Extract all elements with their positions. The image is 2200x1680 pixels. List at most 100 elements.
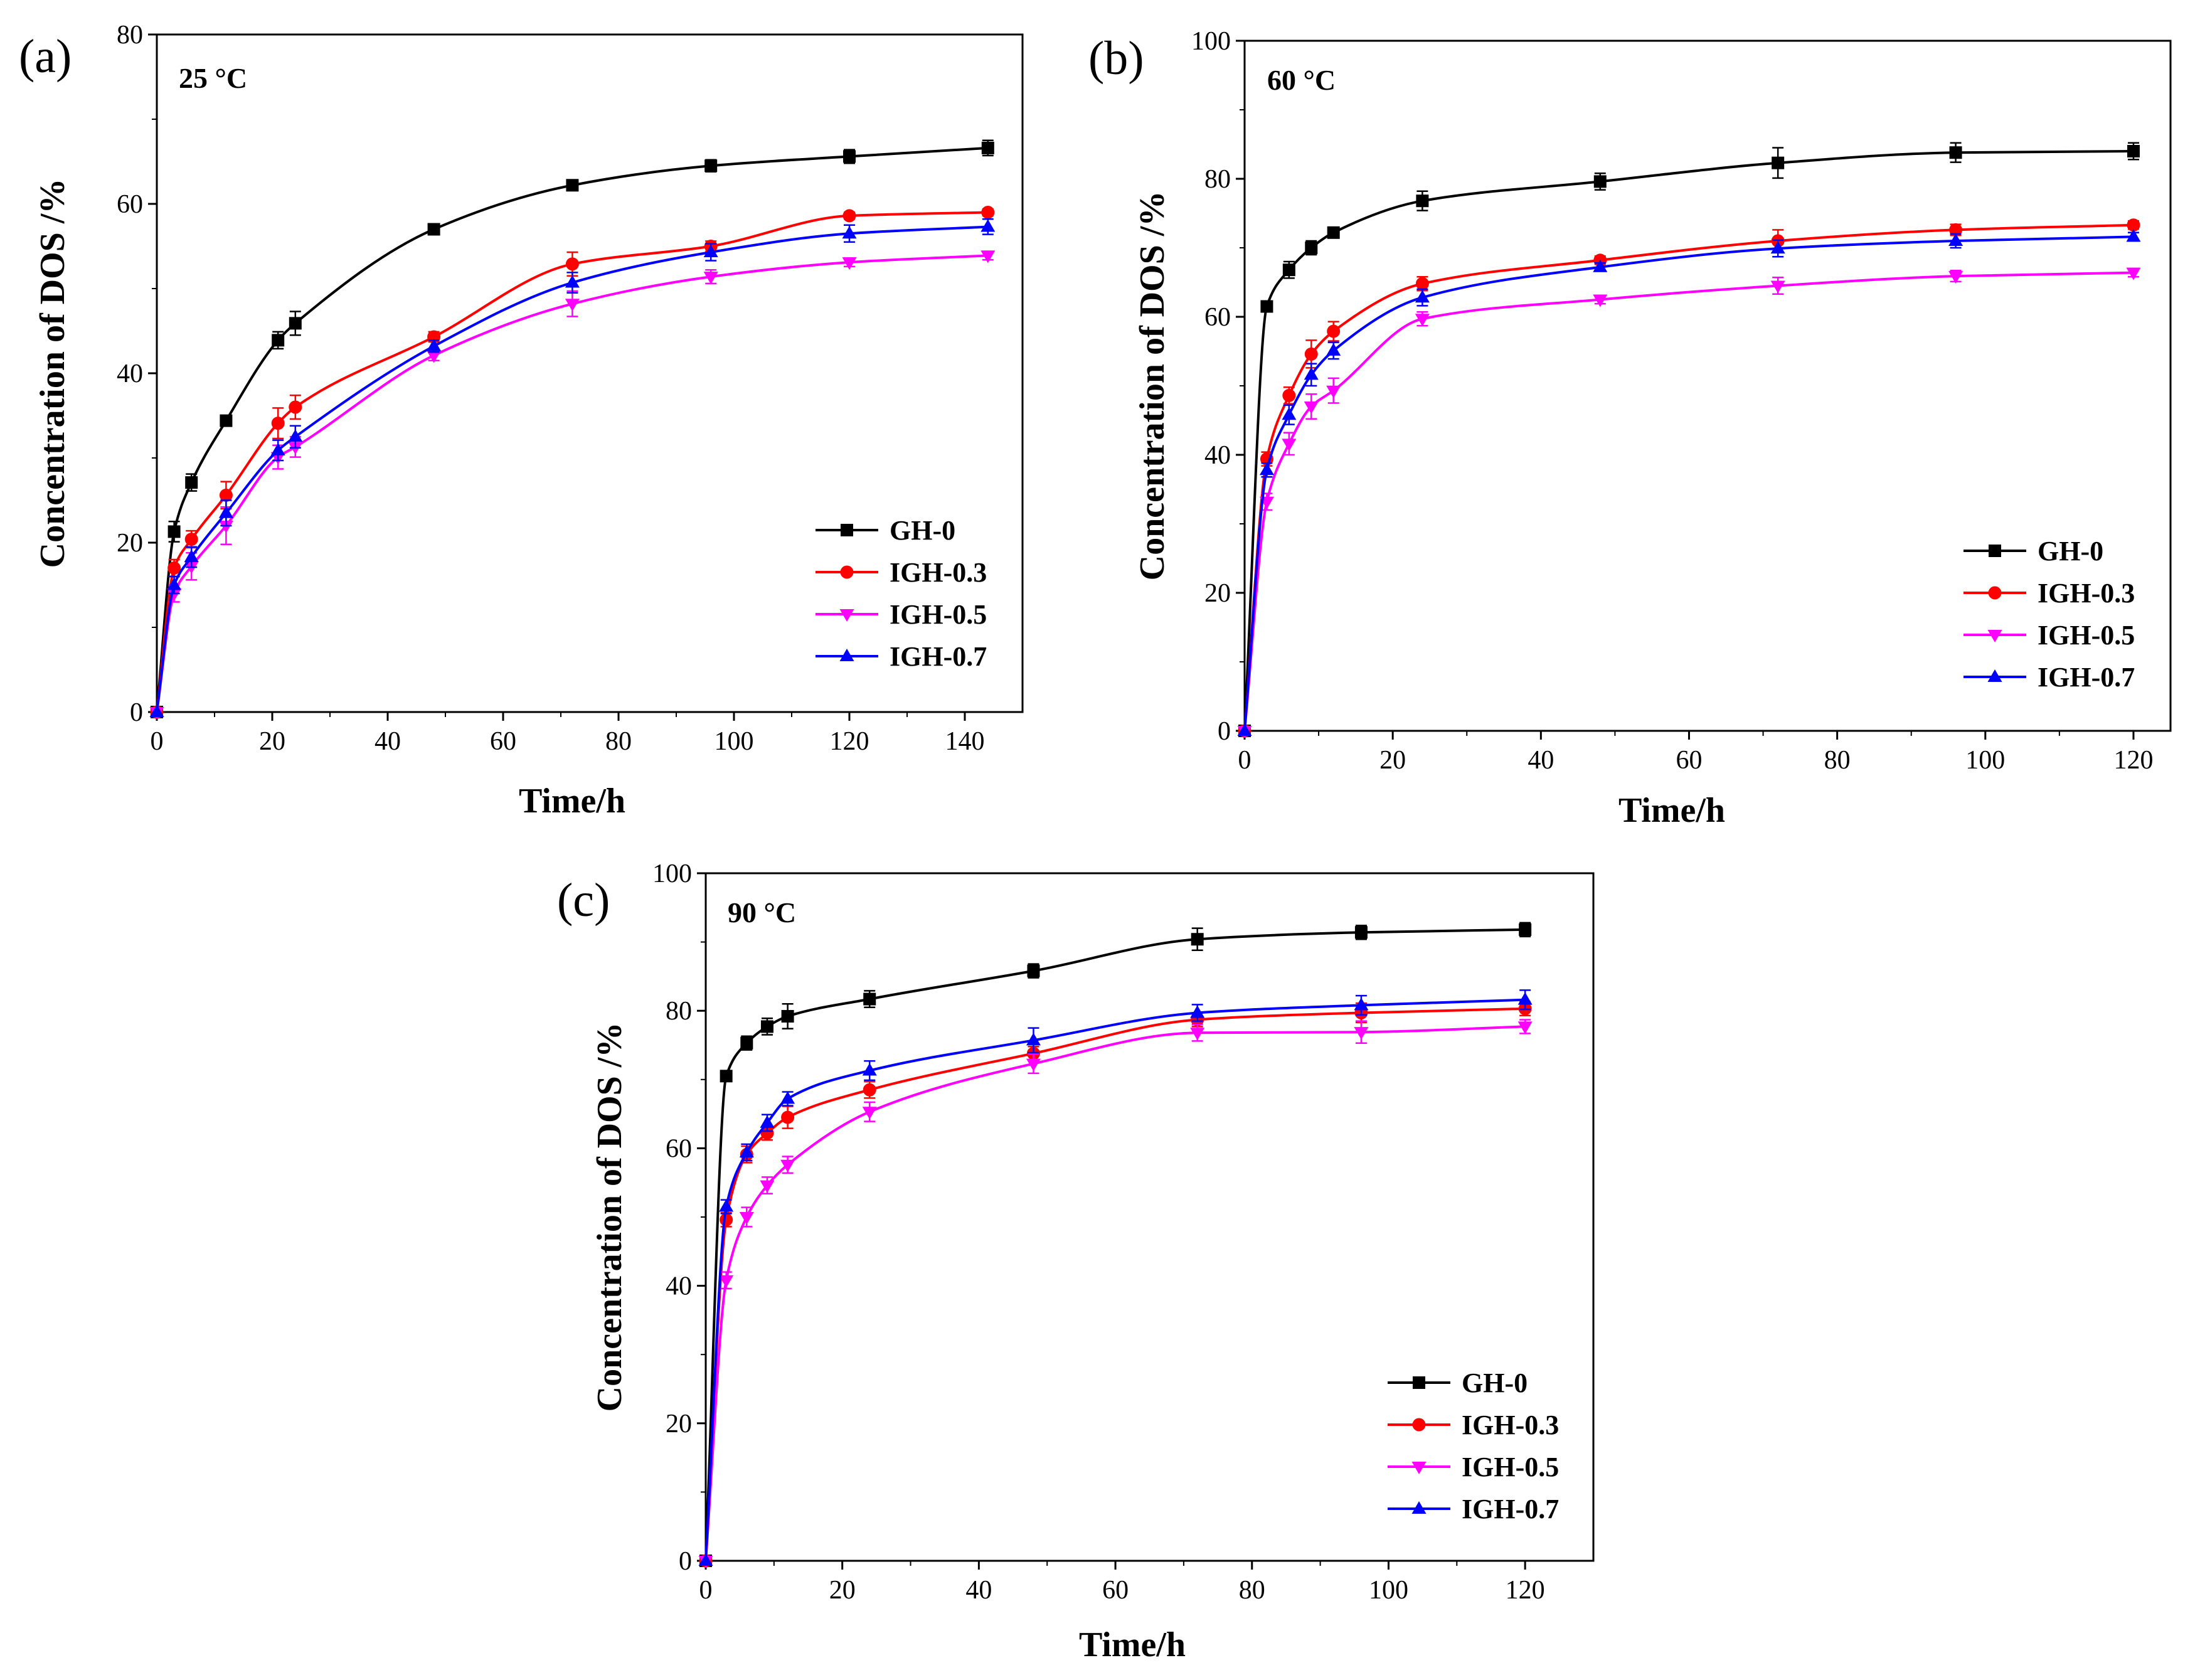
data-point (1305, 242, 1318, 254)
series-line (1243, 271, 2134, 731)
data-point (1304, 401, 1319, 414)
chart-panel-b: 0 20 40 60 80 100 120 0 20 40 60 80 100 Time/h Concent… (1088, 27, 2172, 830)
data-point (863, 992, 876, 1006)
data-point (427, 223, 440, 236)
panel-label: (a) (19, 30, 72, 83)
x-tick-label: 0 (151, 727, 164, 756)
data-point (1237, 723, 1252, 736)
legend-label: GH-0 (2038, 536, 2103, 566)
series-igh-0-7 (149, 218, 996, 717)
y-tick-label: 80 (1204, 165, 1231, 194)
data-point (218, 505, 233, 518)
data-point (272, 334, 285, 347)
x-tick-label: 0 (699, 1576, 713, 1605)
data-point (1593, 294, 1608, 307)
data-point (1282, 388, 1296, 402)
legend-label: IGH-0.3 (2038, 578, 2135, 609)
x-tick-label: 60 (1102, 1576, 1129, 1605)
legend-marker (840, 565, 854, 579)
y-tick-label: 100 (652, 859, 692, 888)
y-tick-label: 20 (117, 529, 143, 558)
x-tick-label: 60 (490, 727, 516, 756)
data-point (565, 275, 580, 288)
x-tick-label: 100 (1369, 1576, 1408, 1605)
data-point (566, 179, 579, 192)
data-point (1948, 271, 1964, 284)
data-point (184, 533, 198, 546)
data-point (781, 1009, 794, 1023)
x-tick-label: 20 (259, 727, 285, 756)
data-point (1327, 324, 1341, 338)
data-point (289, 317, 302, 330)
data-point (981, 206, 995, 219)
data-point (1304, 367, 1319, 380)
data-point (842, 257, 857, 270)
data-point (1593, 175, 1607, 188)
data-point (1770, 241, 1785, 254)
series-igh-0-7 (1237, 229, 2141, 736)
legend-label: IGH-0.5 (890, 599, 987, 630)
data-point (1948, 233, 1964, 246)
data-point (1354, 1027, 1369, 1040)
temperature-label: 25 °C (179, 62, 247, 94)
y-axis-title: Concentration of DOS /% (33, 179, 72, 568)
y-tick-label: 60 (1204, 303, 1231, 332)
data-point (1260, 300, 1273, 313)
x-tick-label: 40 (1528, 746, 1554, 775)
legend-marker (1988, 586, 2002, 600)
legend: GH-0 IGH-0.3 IGH-0.5 IGH-0.7 (1388, 1368, 1559, 1524)
temperature-label: 60 °C (1267, 64, 1336, 96)
legend-label: IGH-0.5 (2038, 620, 2135, 651)
legend-marker (1987, 630, 2002, 642)
data-point (781, 1110, 795, 1124)
legend-label: GH-0 (890, 515, 955, 546)
x-tick-label: 20 (829, 1576, 856, 1605)
x-tick-label: 80 (1239, 1576, 1265, 1605)
data-point (2126, 267, 2141, 280)
legend-marker (1989, 545, 2001, 557)
data-point (1190, 1005, 1205, 1018)
data-point (288, 429, 303, 442)
data-point (698, 1553, 713, 1566)
data-point (167, 525, 181, 538)
x-tick-label: 40 (375, 727, 401, 756)
legend-marker (1413, 1376, 1425, 1389)
legend: GH-0 IGH-0.3 IGH-0.5 IGH-0.7 (816, 515, 987, 672)
data-point (427, 338, 442, 351)
x-tick-label: 0 (1238, 746, 1251, 775)
data-point (1282, 263, 1295, 277)
x-axis-title: Time/h (519, 782, 625, 821)
x-tick-label: 40 (965, 1576, 992, 1605)
legend-marker (1411, 1501, 1427, 1514)
y-tick-label: 80 (117, 21, 143, 50)
data-point (863, 1083, 876, 1097)
series-igh-0-5 (698, 1019, 1533, 1568)
data-point (427, 350, 442, 363)
data-point (1772, 156, 1785, 169)
data-point (289, 400, 302, 414)
y-tick-label: 0 (130, 698, 143, 727)
data-point (1770, 280, 1785, 294)
y-tick-label: 40 (666, 1272, 692, 1301)
y-tick-label: 0 (679, 1547, 692, 1576)
legend-label: IGH-0.5 (1462, 1452, 1559, 1482)
y-tick-label: 40 (117, 359, 143, 388)
data-point (1949, 223, 1963, 237)
data-point (1593, 259, 1608, 272)
legend: GH-0 IGH-0.3 IGH-0.5 IGH-0.7 (1964, 536, 2135, 693)
y-tick-label: 20 (1204, 579, 1231, 608)
data-point (1415, 290, 1430, 303)
data-point (703, 272, 718, 285)
legend-label: IGH-0.7 (890, 641, 987, 672)
x-tick-label: 60 (1676, 746, 1702, 775)
data-point (780, 1159, 795, 1172)
data-point (862, 1107, 877, 1120)
data-point (760, 1126, 774, 1140)
y-tick-label: 100 (1191, 27, 1231, 56)
legend-label: GH-0 (1462, 1368, 1528, 1398)
data-point (2127, 145, 2140, 157)
data-point (1259, 462, 1274, 476)
y-tick-label: 80 (666, 997, 692, 1026)
data-point (167, 588, 182, 601)
